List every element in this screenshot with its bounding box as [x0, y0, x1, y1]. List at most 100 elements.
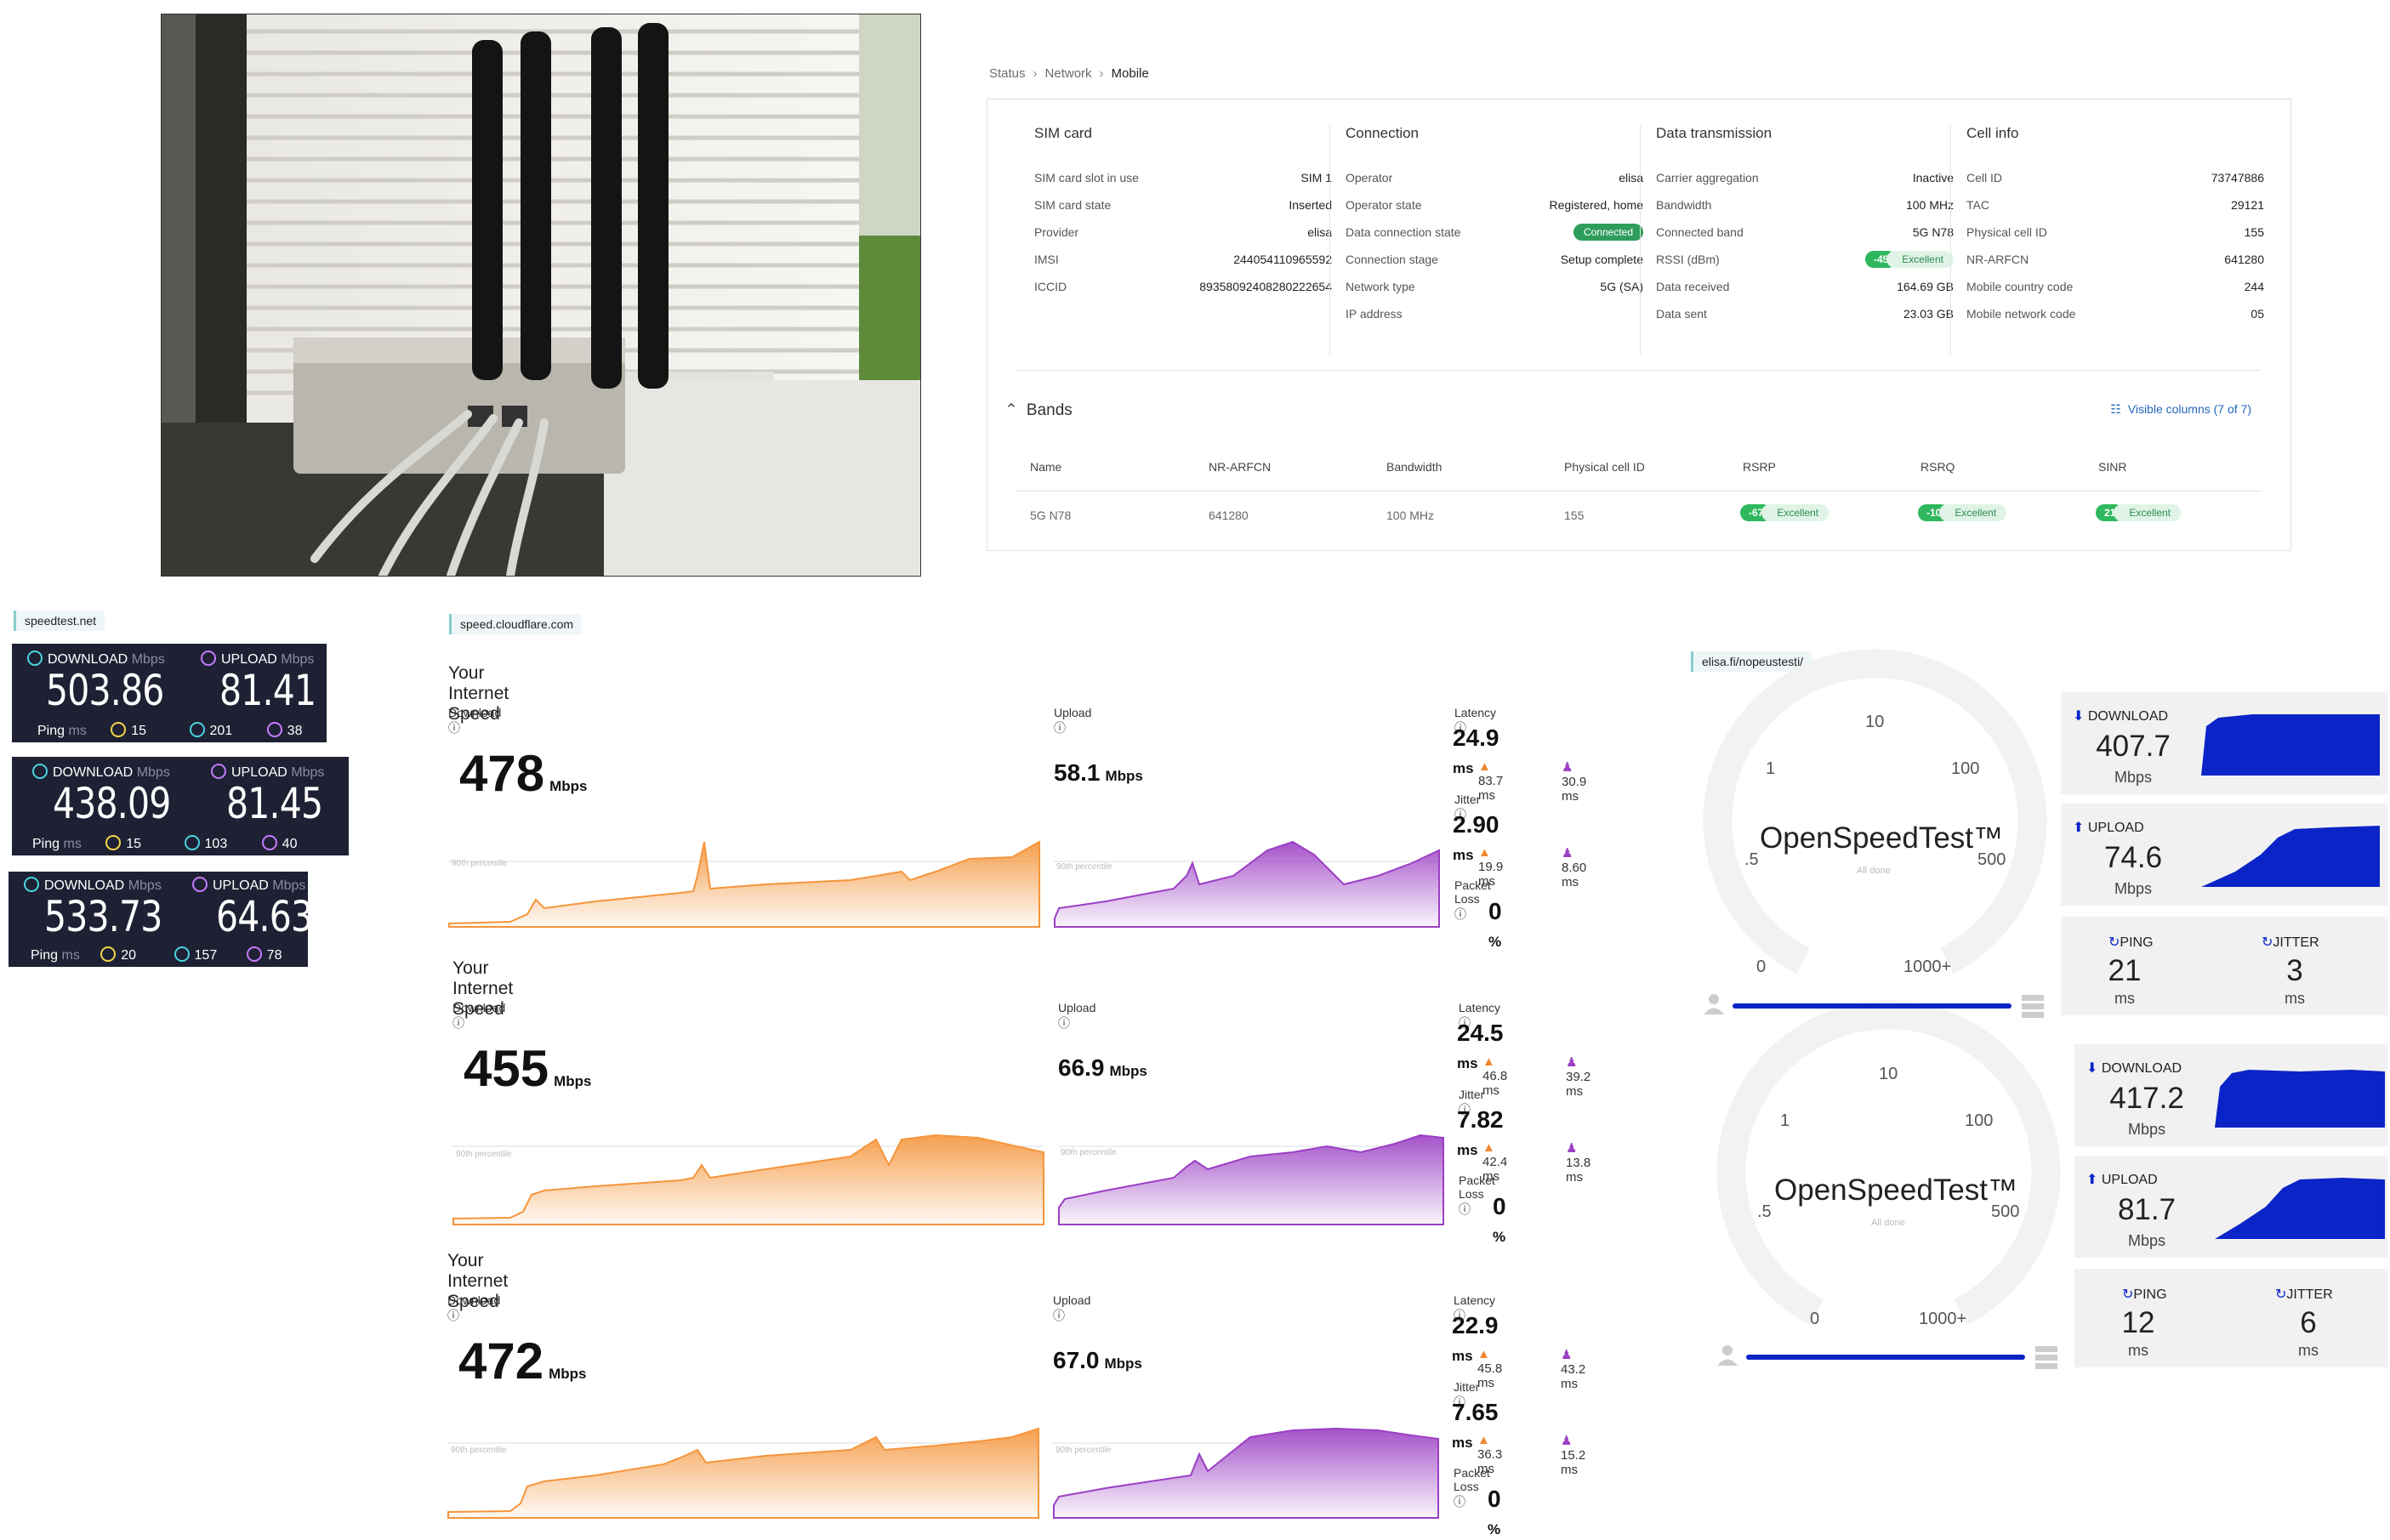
download-ping-icon [189, 722, 205, 737]
column-header[interactable]: RSRP [1743, 460, 1776, 474]
ping-value: 21 [2108, 954, 2142, 987]
breadcrumb-status[interactable]: Status [989, 66, 1026, 81]
cell-info-card: Cell info Cell ID 73747886 TAC 29121 Physi… [1966, 125, 2264, 380]
kv-row: Operator state Registered, home [1346, 191, 1643, 219]
visible-columns-button[interactable]: ☷ Visible columns (7 of 7) [2110, 402, 2251, 417]
kv-value: Inactive [1912, 171, 1954, 185]
card-title: SIM card [1034, 125, 1093, 141]
speedtest-result-3: DOWNLOAD Mbps UPLOAD Mbps 533.73 64.63 P… [9, 872, 313, 967]
info-icon: ⓘ [1459, 1103, 1471, 1117]
cf-jitter-download: ▲ 36.3 ms [1477, 1433, 1503, 1476]
gauge-tick: 10 [1865, 713, 1885, 731]
percentile-label: 90th percentile [1056, 862, 1112, 872]
kv-value: elisa [1307, 225, 1332, 239]
gauge-tick: 500 [1977, 850, 2006, 869]
column-header[interactable]: RSRQ [1921, 460, 1955, 474]
cf-packet-loss-value: 0 % [1493, 1193, 1506, 1245]
cf-upload-chart-3: 90th percentile [1053, 1427, 1439, 1519]
bands-toggle[interactable]: ⌃ Bands [1004, 401, 1073, 420]
kv-row: Mobile network code 05 [1966, 300, 2264, 327]
speedtest-url[interactable]: speedtest.net [14, 611, 105, 631]
kv-row: Connected band 5G N78 [1656, 219, 1954, 246]
upload-value: 81.45 [226, 779, 323, 828]
kv-row: Data sent 23.03 GB [1656, 300, 1954, 327]
percentile-label: 90th percentile [1061, 1148, 1117, 1157]
kv-row: SIM card state Inserted [1034, 191, 1332, 219]
columns-icon: ☷ [2110, 402, 2121, 416]
kv-key: Cell ID [1966, 171, 2003, 185]
kv-value: elisa [1619, 171, 1643, 185]
refresh-icon: ↻ [2108, 935, 2120, 950]
data-transmission-card: Data transmission Carrier aggregation Ina… [1656, 125, 1954, 380]
cf-upload-chart-1: 90th percentile [1054, 840, 1440, 928]
openspeedtest-url[interactable]: elisa.fi/nopeustesti/ [1691, 651, 1812, 672]
rsrq-badge: -10 Excellent [1918, 504, 2007, 521]
ost-upload-card: ⬆ UPLOAD 74.6 Mbps [2061, 804, 2387, 906]
upload-label: UPLOAD Mbps [201, 651, 314, 668]
download-arrow-icon: ▲ [1482, 1054, 1495, 1069]
breadcrumb-network[interactable]: Network [1044, 66, 1092, 81]
kv-key: Data received [1656, 280, 1730, 293]
column-header[interactable]: Bandwidth [1386, 460, 1443, 474]
ost-download-card: ⬇ DOWNLOAD 407.7 Mbps [2061, 692, 2387, 794]
ping-unit: ms [2128, 1342, 2148, 1359]
download-label: DOWNLOAD Mbps [32, 764, 170, 781]
ping-label: ↻PING [2122, 1287, 2167, 1302]
column-header[interactable]: Name [1030, 460, 1062, 474]
kv-value: 89358092408280222654 [1199, 280, 1332, 293]
kv-key: Bandwidth [1656, 198, 1712, 212]
status-text: All done [1857, 866, 1891, 876]
upload-graph [2201, 826, 2380, 887]
kv-value: 100 MHz [1905, 198, 1954, 212]
kv-key: Carrier aggregation [1656, 171, 1759, 185]
download-arrow-icon: ▲ [1482, 1140, 1495, 1155]
idle-ping-icon [100, 946, 117, 962]
cf-download-chart-1: 90th percentile [448, 840, 1040, 928]
upload-unit: Mbps [2114, 880, 2152, 897]
kv-row: Data connection state Connected [1346, 219, 1643, 246]
upload-label: ⬆ UPLOAD [2073, 821, 2144, 835]
ost-ping-jitter-card: ↻PING 21 ms ↻JITTER 3 ms [2061, 917, 2387, 1015]
card-divider [1950, 125, 1951, 355]
kv-key: IMSI [1034, 253, 1059, 266]
info-icon: ⓘ [1058, 1016, 1070, 1030]
gauge-tick: 1000+ [1919, 1310, 1967, 1328]
kv-value: Inserted [1289, 198, 1332, 212]
upload-value: 64.63 [216, 892, 313, 941]
download-icon [27, 651, 43, 666]
rsrp-quality: Excellent [1761, 504, 1829, 521]
kv-row: Provider elisa [1034, 219, 1332, 246]
kv-key: ICCID [1034, 280, 1067, 293]
download-unit: Mbps [2114, 769, 2152, 786]
upload-label: UPLOAD Mbps [192, 877, 305, 894]
cf-download-chart-3: 90th percentile [447, 1427, 1039, 1519]
download-value: 438.09 [53, 779, 171, 828]
cf-latency-download: ▲ 46.8 ms [1482, 1054, 1508, 1098]
cf-latency-upload: ♟ 30.9 ms [1562, 760, 1587, 804]
gauge-1-ring [1703, 649, 2047, 975]
upload-icon [192, 877, 208, 892]
card-title: Data transmission [1656, 125, 1773, 141]
mobile-status-panel: SIM card SIM card slot in use SIM 1 SIM c… [987, 99, 2291, 551]
idle-ping-icon [111, 722, 127, 737]
download-icon [24, 877, 39, 892]
cloudflare-url[interactable]: speed.cloudflare.com [449, 614, 583, 634]
gauge-tick: 100 [1965, 1111, 1994, 1130]
breadcrumb: Status › Network › Mobile [989, 66, 1149, 81]
download-value: 407.7 [2096, 730, 2171, 763]
column-header[interactable]: SINR [2098, 460, 2127, 474]
kv-row: SIM card slot in use SIM 1 [1034, 164, 1332, 191]
kv-value: 05 [2251, 307, 2264, 321]
cf-download-label: Download ⓘ [447, 1293, 501, 1322]
cf-packet-loss-value: 0 % [1488, 898, 1502, 950]
kv-row: Operator elisa [1346, 164, 1643, 191]
kv-key: Data connection state [1346, 225, 1461, 239]
column-header[interactable]: Physical cell ID [1564, 460, 1645, 474]
sinr-badge: 21 Excellent [2096, 504, 2182, 521]
column-header[interactable]: NR-ARFCN [1209, 460, 1272, 474]
download-value: 503.86 [46, 666, 164, 715]
cf-jitter-label: Jitter ⓘ [1459, 1088, 1485, 1117]
kv-key: SIM card slot in use [1034, 171, 1139, 185]
cf-jitter-upload: ♟ 8.60 ms [1562, 846, 1587, 889]
server-icon [2022, 995, 2044, 1018]
